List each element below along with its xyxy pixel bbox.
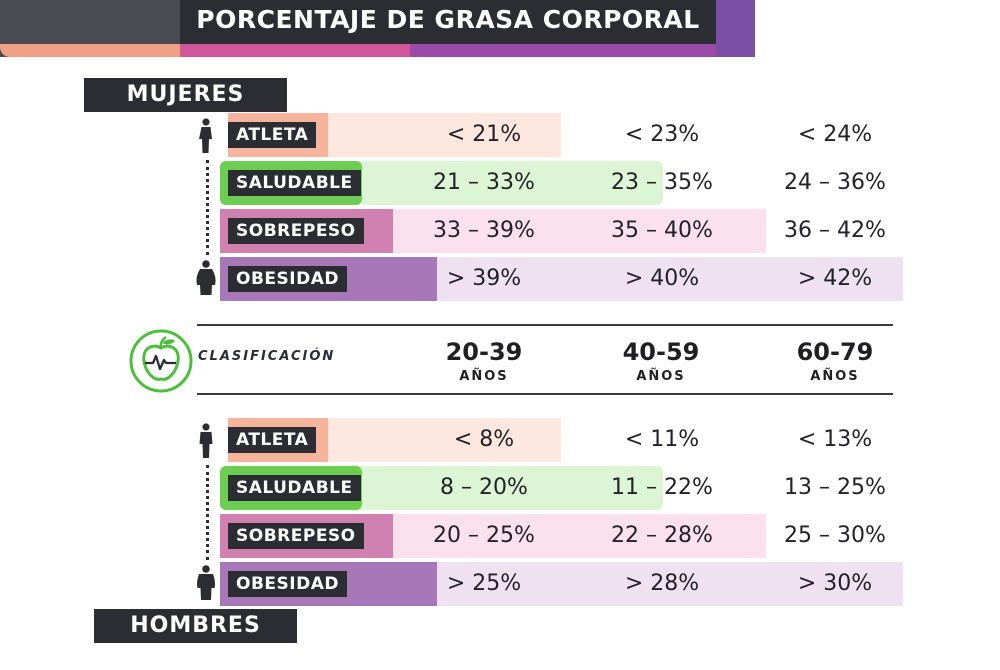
men-atleta-label: ATLETA [228, 427, 317, 453]
age-unit-20-39: AÑOS [459, 369, 509, 384]
men-sobrepeso-40-59: 22 – 28% [611, 523, 713, 548]
age-unit-60-79: AÑOS [810, 369, 860, 384]
men-sobrepeso-20-39: 20 – 25% [433, 523, 535, 548]
women-atleta-40-59: < 23% [624, 122, 700, 147]
title-banner: PORCENTAJE DE GRASA CORPORAL [0, 0, 755, 57]
women-saludable-20-39: 21 – 33% [433, 170, 535, 195]
women-obesidad-20-39: > 39% [446, 266, 522, 291]
age-range-20-39: 20-39 [445, 338, 523, 366]
men-obesidad-60-79: > 30% [797, 571, 873, 596]
women-atleta-label: ATLETA [228, 122, 317, 148]
women-sobrepeso-20-39: 33 – 39% [433, 218, 535, 243]
men-section-label: HOMBRES [94, 609, 297, 643]
title-banner-dark [180, 0, 716, 44]
women-atleta-20-39: < 21% [446, 122, 522, 147]
age-range-40-59: 40-59 [622, 338, 700, 366]
page-title: PORCENTAJE DE GRASA CORPORAL [196, 5, 700, 34]
men-atleta-40-59: < 11% [624, 427, 700, 452]
men-saludable-60-79: 13 – 25% [784, 475, 886, 500]
women-sobrepeso-40-59: 35 – 40% [611, 218, 713, 243]
women-saludable-40-59: 23 – 35% [611, 170, 713, 195]
age-range-60-79: 60-79 [796, 338, 874, 366]
men-atleta-20-39: < 8% [453, 427, 515, 452]
apple-heartbeat-logo [129, 329, 193, 393]
women-obesidad-40-59: > 40% [624, 266, 700, 291]
men-saludable-40-59: 11 – 22% [611, 475, 713, 500]
women-obesidad-label: OBESIDAD [228, 266, 347, 292]
men-saludable-label: SALUDABLE [228, 475, 361, 501]
women-connector-line [206, 160, 209, 255]
men-connector-line [206, 465, 209, 560]
women-sobrepeso-label: SOBREPESO [228, 218, 364, 244]
heavy-person-icon [197, 565, 215, 600]
men-sobrepeso-60-79: 25 – 30% [784, 523, 886, 548]
heavy-person-icon [196, 260, 216, 295]
title-strip-pink [180, 44, 410, 57]
women-obesidad-60-79: > 42% [797, 266, 873, 291]
men-obesidad-40-59: > 28% [624, 571, 700, 596]
title-banner-accent [716, 0, 755, 57]
header-bottom-divider [197, 393, 893, 395]
header-top-divider [197, 324, 893, 326]
classification-label: CLASIFICACIÓN [198, 349, 336, 364]
age-unit-40-59: AÑOS [636, 369, 686, 384]
men-sobrepeso-label: SOBREPESO [228, 523, 364, 549]
women-atleta-60-79: < 24% [797, 122, 873, 147]
women-sobrepeso-60-79: 36 – 42% [784, 218, 886, 243]
men-obesidad-20-39: > 25% [446, 571, 522, 596]
title-strip-peach [0, 44, 180, 57]
women-saludable-60-79: 24 – 36% [784, 170, 886, 195]
men-atleta-60-79: < 13% [797, 427, 873, 452]
women-saludable-label: SALUDABLE [228, 170, 361, 196]
men-obesidad-label: OBESIDAD [228, 571, 347, 597]
men-saludable-20-39: 8 – 20% [440, 475, 528, 500]
thin-person-icon [199, 118, 212, 153]
women-section-label: MUJERES [84, 78, 287, 112]
title-strip-purple [410, 44, 716, 57]
thin-person-icon [199, 423, 213, 458]
